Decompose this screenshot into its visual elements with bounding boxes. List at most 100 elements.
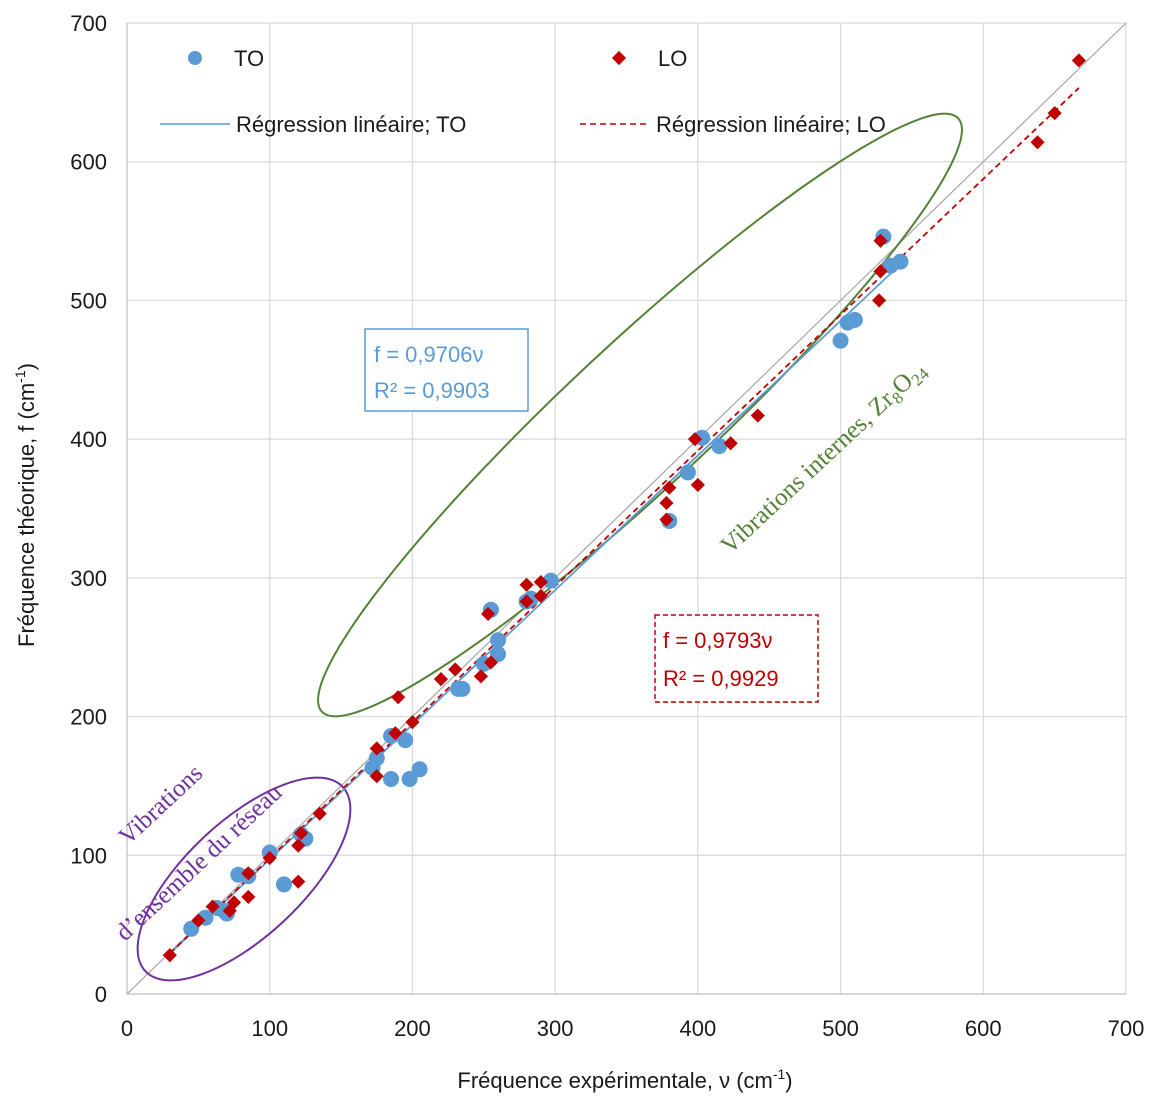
to-r-squared: R² = 0,9903: [374, 378, 490, 403]
lo-r-squared: R² = 0,9929: [663, 666, 779, 691]
internal-vibrations-ellipse: [317, 112, 963, 718]
lo-point: [291, 838, 306, 853]
to-point: [711, 438, 728, 455]
legend: TO LO Régression linéaire; TO Régression…: [160, 46, 886, 137]
to-point: [542, 572, 559, 589]
lo-regression-line: [169, 87, 1080, 954]
lo-point: [241, 889, 256, 904]
y-tick-label: 100: [70, 843, 107, 868]
lo-point: [291, 874, 306, 889]
lo-point: [162, 948, 177, 963]
y-axis-title-sup: -1: [12, 370, 28, 383]
x-tick-label: 400: [679, 1016, 716, 1041]
to-point: [490, 646, 507, 663]
lo-point: [723, 436, 738, 451]
legend-lo-label: LO: [658, 46, 687, 71]
lo-equation: f = 0,9793ν: [663, 628, 772, 653]
x-axis-title-main: Fréquence expérimentale, ν (cm: [457, 1068, 772, 1093]
lo-point: [241, 866, 256, 881]
to-point: [397, 732, 414, 749]
to-equation: f = 0,9706ν: [374, 342, 483, 367]
legend-lo-fit-label: Régression linéaire; LO: [656, 112, 886, 137]
y-tick-label: 300: [70, 566, 107, 591]
legend-to-marker: [188, 51, 202, 65]
y-axis-title: Fréquence théorique, f (cm-1): [12, 363, 39, 647]
grid-lines: [127, 22, 1127, 994]
x-axis-title-sup: -1: [773, 1066, 786, 1082]
lo-point: [1047, 106, 1062, 121]
y-tick-label: 200: [70, 705, 107, 730]
internal-vibrations-annotation: Vibrations internes, Zr8O24: [716, 356, 934, 562]
lo-point: [226, 895, 242, 910]
y-tick-labels: 0 100 200 300 400 500 600 700: [70, 11, 107, 1007]
lo-point: [690, 477, 705, 492]
lo-point: [388, 726, 403, 741]
lo-point: [391, 690, 406, 705]
data-points: [162, 53, 1086, 963]
axes: [126, 23, 1126, 995]
x-tick-label: 700: [1108, 1016, 1145, 1041]
x-tick-label: 100: [251, 1016, 288, 1041]
lo-point: [262, 850, 277, 866]
y-tick-label: 400: [70, 427, 107, 452]
lo-point: [1071, 53, 1086, 68]
lo-point: [473, 669, 489, 684]
lo-point: [480, 606, 496, 621]
lo-point: [448, 662, 463, 677]
to-point: [454, 680, 471, 697]
lo-point: [750, 408, 765, 423]
x-tick-label: 200: [394, 1016, 431, 1041]
lo-point: [519, 594, 534, 609]
identity-line-segment: [126, 22, 1127, 995]
to-point: [679, 464, 696, 481]
legend-to-label: TO: [234, 46, 264, 71]
to-point: [368, 750, 385, 767]
legend-lo-marker: [611, 50, 627, 66]
regression-lines: [169, 87, 1080, 955]
to-point: [846, 311, 863, 328]
lo-point: [483, 655, 498, 670]
lo-point: [405, 715, 420, 730]
legend-to-fit-label: Régression linéaire; TO: [236, 112, 466, 137]
x-axis-title: Fréquence expérimentale, ν (cm-1): [457, 1066, 792, 1093]
to-point: [275, 876, 292, 893]
lo-point: [872, 293, 887, 308]
lo-point: [873, 264, 888, 279]
lo-point: [687, 432, 703, 447]
identity-line: [126, 22, 1127, 995]
lo-point: [662, 480, 677, 495]
lo-point: [369, 741, 384, 756]
to-point: [383, 770, 400, 787]
lo-point: [659, 495, 674, 511]
to-point: [832, 332, 849, 349]
x-tick-labels: 0 100 200 300 400 500 600 700: [121, 1016, 1144, 1041]
lo-point: [873, 233, 888, 248]
to-equation-box: f = 0,9706ν R² = 0,9903: [364, 328, 529, 412]
lo-point: [533, 574, 548, 590]
lattice-vibrations-ellipse: [136, 776, 352, 982]
y-tick-label: 0: [95, 982, 107, 1007]
lo-point: [312, 806, 327, 821]
x-tick-label: 600: [965, 1016, 1002, 1041]
lo-point: [191, 913, 206, 928]
x-tick-label: 300: [537, 1016, 574, 1041]
lo-point: [433, 672, 449, 687]
to-point: [490, 632, 507, 649]
lo-point: [205, 899, 220, 914]
lo-point: [369, 769, 384, 784]
y-axis-title-main: Fréquence théorique, f (cm: [14, 383, 39, 647]
lattice-annotation-line1: Vibrations: [114, 760, 209, 851]
to-point: [401, 770, 418, 787]
y-tick-label: 700: [70, 11, 107, 36]
to-point: [411, 761, 428, 778]
lo-point: [294, 826, 309, 841]
y-tick-label: 600: [70, 150, 107, 175]
lo-point: [519, 577, 534, 592]
y-tick-label: 500: [70, 288, 107, 313]
x-tick-label: 0: [121, 1016, 133, 1041]
to-point: [892, 253, 909, 270]
lo-equation-box: f = 0,9793ν R² = 0,9929: [654, 614, 819, 703]
lo-point: [533, 588, 548, 603]
x-tick-label: 500: [822, 1016, 859, 1041]
